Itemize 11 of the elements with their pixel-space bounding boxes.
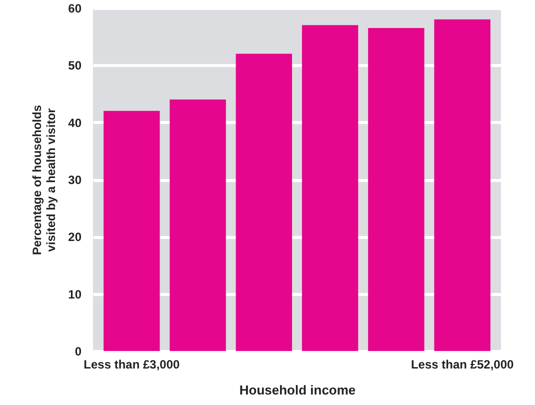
x-tick-label: Less than £52,000 xyxy=(410,358,514,372)
x-tick-label: Less than £3,000 xyxy=(84,358,180,372)
x-axis-title: Household income xyxy=(239,382,356,398)
y-axis-title: Percentage of households visited by a health visitor xyxy=(30,104,58,256)
y-tick-label: 20 xyxy=(68,230,82,244)
y-tick-label: 10 xyxy=(68,287,82,302)
y-tick-label: 0 xyxy=(74,344,82,358)
y-tick-label: 50 xyxy=(68,58,82,73)
y-tick-label: 60 xyxy=(68,2,82,16)
y-tick-label: 30 xyxy=(68,173,82,187)
y-tick-label: 40 xyxy=(68,116,82,130)
